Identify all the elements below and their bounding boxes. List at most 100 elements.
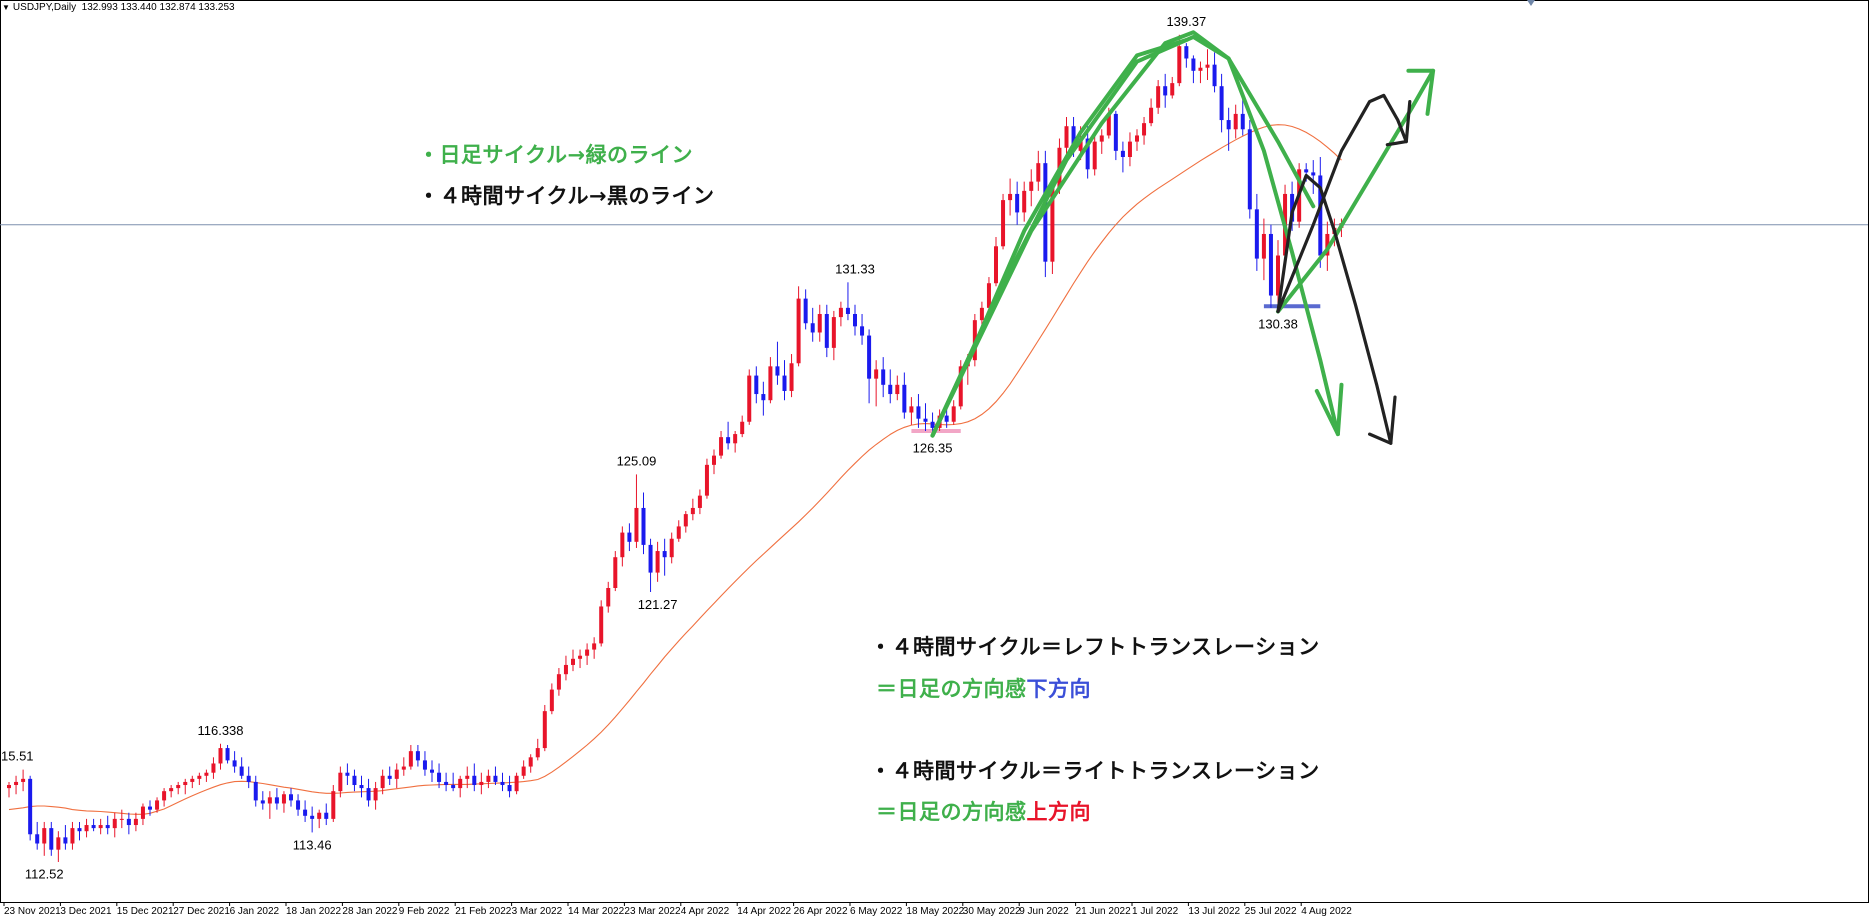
- price-label-5: 121.27: [638, 597, 678, 612]
- candle-body: [1071, 126, 1076, 151]
- candle-body: [472, 775, 477, 786]
- candle-body: [958, 366, 963, 407]
- candle-body: [493, 775, 498, 782]
- candle-body: [867, 335, 872, 379]
- candle-body: [761, 394, 766, 401]
- candle-body: [42, 828, 47, 844]
- candle-body: [14, 781, 19, 786]
- candle-body: [1008, 193, 1013, 201]
- candle-body: [98, 825, 103, 829]
- note-left-result: ＝日足の方向感下方向: [876, 673, 1091, 703]
- collapse-triangle-icon[interactable]: ▼: [2, 3, 10, 12]
- candle-body: [77, 828, 82, 832]
- candle-body: [1085, 138, 1090, 170]
- candle-body: [902, 384, 907, 413]
- x-tick-label: 9 Jun 2022: [1019, 906, 1069, 917]
- candle-body: [1233, 113, 1238, 130]
- candle-body: [148, 806, 152, 810]
- candle-body: [451, 785, 456, 789]
- candle-body: [655, 551, 660, 573]
- candle-body: [1015, 193, 1020, 213]
- x-tick-label: 18 Jan 2022: [286, 906, 341, 917]
- candle-body: [740, 421, 745, 435]
- x-tick-label: 25 Jul 2022: [1245, 906, 1297, 917]
- candle-body: [838, 307, 843, 318]
- candle-body: [1276, 255, 1280, 296]
- candle-body: [895, 384, 900, 395]
- candle-body: [578, 655, 583, 659]
- x-tick-label: 15 Dec 2021: [117, 906, 174, 917]
- candle-body: [690, 507, 695, 515]
- price-label-9: 130.38: [1258, 317, 1298, 332]
- candle-body: [683, 514, 688, 527]
- candle-body: [105, 825, 110, 829]
- price-label-4: 125.09: [617, 453, 657, 468]
- candle-body: [923, 418, 928, 422]
- candle-body: [70, 828, 75, 844]
- candle-body: [563, 664, 568, 675]
- price-label-1: 112.52: [25, 866, 64, 881]
- symbol-name: USDJPY,Daily: [12, 2, 77, 13]
- candle-body: [394, 769, 399, 779]
- daily-cycle-line-2: [930, 38, 1189, 438]
- x-tick-label: 13 Jul 2022: [1188, 906, 1240, 917]
- candle-body: [951, 406, 956, 422]
- x-tick-label: 23 Mar 2022: [624, 906, 681, 917]
- h4-cycle-line-1: [1276, 93, 1408, 314]
- candle-body: [253, 781, 258, 801]
- candle-body: [204, 772, 209, 776]
- candle-body: [796, 298, 801, 364]
- x-tick-label: 3 Mar 2022: [512, 906, 563, 917]
- candle-body: [803, 298, 808, 324]
- candle-body: [719, 437, 724, 456]
- candle-body: [726, 437, 731, 444]
- x-tick-label: 21 Jun 2022: [1076, 906, 1131, 917]
- candle-body: [303, 809, 308, 816]
- candle-body: [824, 314, 829, 348]
- candle-body: [535, 748, 540, 758]
- h4-arrowhead-icon-1: [1385, 99, 1412, 147]
- candle-body: [119, 818, 124, 820]
- daily-cycle-line-3: [1276, 68, 1436, 314]
- price-label-6: 131.33: [835, 261, 875, 276]
- candle-body: [1022, 190, 1027, 213]
- candle-body: [56, 837, 61, 850]
- candle-body: [1050, 187, 1055, 262]
- candle-body: [641, 507, 646, 545]
- candle-body: [1268, 233, 1273, 296]
- candle-body: [1156, 86, 1161, 108]
- candle-body: [1304, 169, 1309, 173]
- candle-body: [91, 825, 96, 829]
- candle-body: [310, 815, 315, 819]
- candle-body: [874, 369, 879, 379]
- note-daily-cycle: ・日足サイクル→緑のライン: [418, 143, 694, 167]
- candle-body: [1311, 172, 1316, 176]
- note-h4-cycle: ・４時間サイクル→黒のライン: [418, 184, 715, 208]
- daily-arrowhead-icon-1: [1406, 68, 1436, 116]
- candle-body: [1219, 86, 1224, 121]
- candle-body: [373, 788, 378, 801]
- x-tick-label: 26 Apr 2022: [794, 906, 848, 917]
- candle-body: [437, 772, 442, 782]
- candle-body: [465, 775, 470, 779]
- candle-body: [888, 384, 893, 395]
- candle-body: [401, 766, 406, 770]
- candle-body: [84, 825, 89, 832]
- daily-cycle-line-0: [930, 30, 1340, 438]
- candle-body: [1205, 64, 1210, 68]
- candle-body: [521, 766, 526, 776]
- candle-body: [317, 812, 322, 819]
- candle-body: [1142, 123, 1147, 136]
- candle-body: [296, 800, 301, 810]
- candle-body: [1254, 209, 1259, 259]
- note-left-translation: ・４時間サイクル＝レフトトランスレーション: [870, 635, 1320, 659]
- candle-body: [1135, 135, 1139, 142]
- shift-marker-icon: [1527, 0, 1535, 6]
- candle-body: [549, 689, 554, 712]
- candle-body: [930, 421, 935, 428]
- price-label-8: 139.37: [1166, 14, 1206, 29]
- x-tick-label: 30 May 2022: [963, 906, 1021, 917]
- candle-body: [634, 507, 639, 542]
